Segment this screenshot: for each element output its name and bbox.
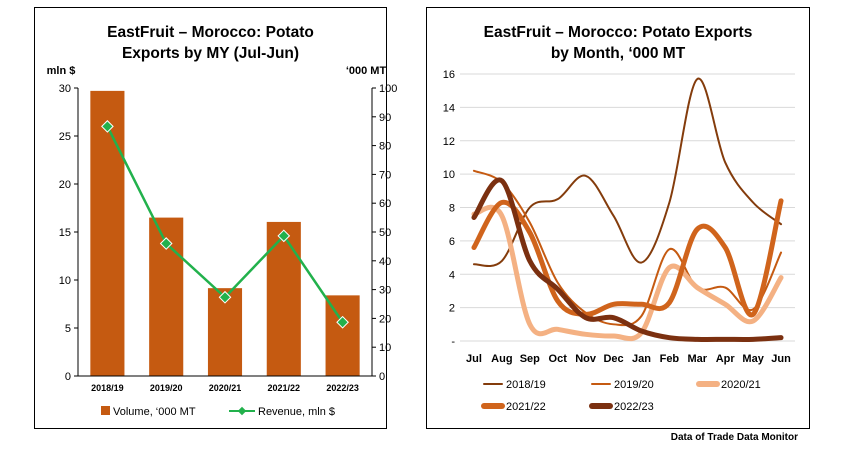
revenue-marker (218, 290, 232, 304)
right-y-tick-label: 40 (379, 256, 391, 268)
left-y-tick-label: 25 (59, 131, 71, 143)
y-tick-label: 2 (449, 303, 455, 315)
left-y-tick-label: 5 (65, 323, 71, 335)
x-month-label: May (742, 353, 764, 365)
revenue-marker (277, 229, 291, 243)
legend-label: 2018/19 (506, 379, 546, 391)
series-line (471, 198, 784, 318)
x-month-label: Feb (660, 353, 680, 365)
series-line (471, 177, 784, 342)
x-category-label: 2018/19 (91, 383, 124, 393)
source-note: Data of Trade Data Monitor (670, 432, 798, 443)
x-month-label: Oct (549, 353, 568, 365)
volume-bar (325, 295, 360, 376)
x-month-label: Mar (688, 353, 708, 365)
x-month-label: Aug (491, 353, 512, 365)
y-tick-label: 6 (449, 236, 455, 248)
legend-volume-swatch (101, 406, 110, 415)
right-chart-title-line2: by Month, ‘000 MT (550, 45, 686, 62)
y-tick-label: 10 (443, 169, 455, 181)
x-month-label: Apr (716, 353, 736, 365)
x-category-label: 2021/22 (268, 383, 301, 393)
revenue-marker (159, 237, 173, 250)
left-y-tick-label: 15 (59, 227, 71, 239)
legend-volume-label: Volume, ‘000 MT (113, 406, 196, 418)
x-month-label: Dec (603, 353, 623, 365)
right-axis-label: ‘000 MT (346, 65, 387, 77)
left-chart-svg: mln $ ‘000 MT 0 5 10 15 20 25 30 0 10 20 30 40 50 60 70 8… (47, 65, 398, 418)
legend-label: 2022/23 (614, 401, 654, 413)
right-y-tick-label: 90 (379, 112, 391, 124)
y-tick-label: 12 (443, 136, 455, 148)
left-axis-label: mln $ (47, 65, 76, 77)
y-tick-label: 16 (443, 69, 455, 81)
left-chart-title-line1: EastFruit – Morocco: Potato (107, 24, 314, 41)
right-y-tick-label: 80 (379, 141, 391, 153)
legend-label: 2020/21 (721, 379, 761, 391)
right-chart-panel: EastFruit – Morocco: Potato Exports by M… (426, 7, 810, 429)
right-y-tick-label: 100 (379, 83, 397, 95)
left-chart-title-line2: Exports by MY (Jul-Jun) (121, 45, 300, 62)
legend-revenue-label: Revenue, mln $ (258, 406, 335, 418)
y-tick-label: - (451, 336, 455, 348)
x-month-label: Jul (466, 353, 482, 365)
left-chart-panel: EastFruit – Morocco: Potato Exports by M… (34, 7, 398, 429)
x-month-label: Nov (575, 353, 597, 365)
volume-bar (266, 221, 301, 376)
x-category-label: 2020/21 (209, 383, 242, 393)
left-y-tick-label: 20 (59, 179, 71, 191)
x-month-label: Jan (632, 353, 651, 365)
left-y-tick-label: 10 (59, 275, 71, 287)
legend-label: 2019/20 (614, 379, 654, 391)
left-y-tick-label: 30 (59, 83, 71, 95)
volume-bar (90, 90, 125, 376)
revenue-marker (101, 120, 114, 133)
series-line (471, 204, 784, 342)
x-month-label: Jun (771, 353, 791, 365)
right-y-tick-label: 70 (379, 169, 391, 181)
revenue-marker (336, 315, 349, 329)
right-y-tick-label: 30 (379, 285, 391, 297)
legend-revenue-marker (237, 406, 247, 416)
right-y-tick-label: 10 (379, 342, 391, 354)
y-tick-label: 8 (449, 203, 455, 215)
right-y-tick-label: 0 (379, 371, 385, 383)
right-y-tick-label: 50 (379, 227, 391, 239)
right-y-tick-label: 60 (379, 198, 391, 210)
right-chart-title-line1: EastFruit – Morocco: Potato Exports (483, 24, 753, 41)
y-tick-label: 4 (449, 269, 455, 281)
left-y-tick-label: 0 (65, 371, 71, 383)
right-chart-svg: - 2 4 6 8 10 12 14 16 Jul Aug Sep Oct Nov Dec Jan Feb Mar… (443, 69, 795, 413)
y-tick-label: 14 (443, 102, 455, 114)
x-category-label: 2022/23 (326, 383, 359, 393)
right-y-tick-label: 20 (379, 313, 391, 325)
x-category-label: 2019/20 (150, 383, 183, 393)
x-month-label: Sep (520, 353, 540, 365)
legend-label: 2021/22 (506, 401, 546, 413)
series-line (472, 77, 783, 267)
